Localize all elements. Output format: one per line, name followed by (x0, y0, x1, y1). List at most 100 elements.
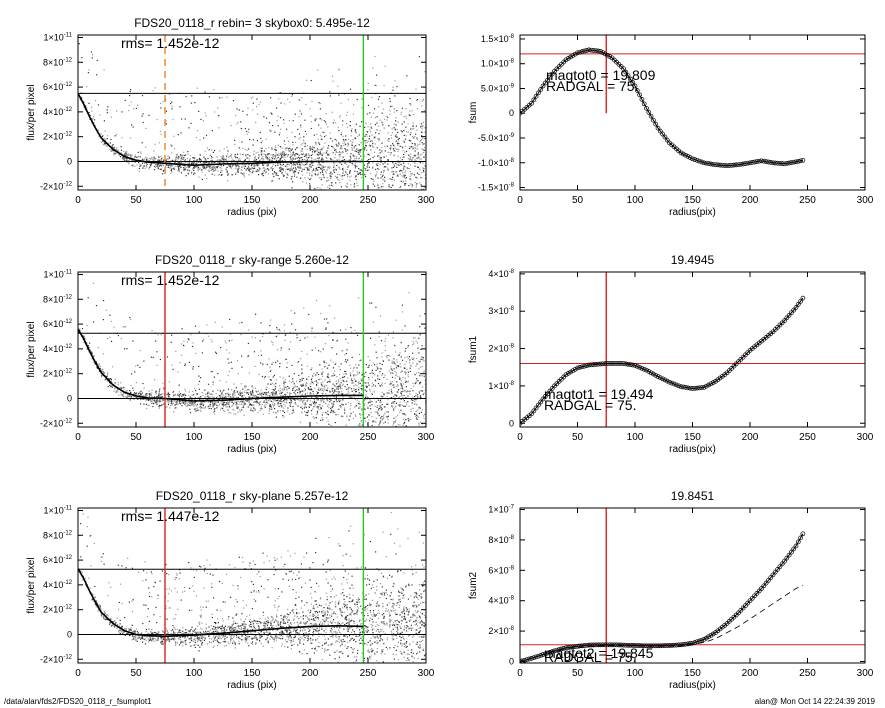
x-tick-label: 150 (684, 195, 701, 206)
y-axis-label: flux/per pixel (26, 84, 37, 140)
y-tick-label: 2×10-12 (43, 132, 73, 142)
x-tick-label: 50 (130, 668, 142, 679)
y-tick-label: 8×10-8 (488, 535, 514, 545)
profile-line (78, 92, 364, 167)
annotation-1: RADGAL = 75. (546, 78, 638, 94)
x-tick-label: 250 (360, 195, 377, 206)
x-tick-label: 200 (742, 668, 759, 679)
y-tick-label: 5.0×10-9 (481, 83, 515, 93)
x-tick-label: 0 (517, 432, 523, 443)
x-tick-label: 300 (418, 668, 435, 679)
chart-title: 19.4945 (671, 253, 715, 267)
x-tick-label: 150 (684, 668, 701, 679)
y-tick-label: 1×10-11 (43, 269, 72, 279)
x-tick-label: 100 (627, 668, 644, 679)
y-tick-label: 2×10-12 (43, 369, 73, 379)
x-axis-label: radius(pix) (669, 444, 716, 455)
rms-annotation: rms= 1.452e-12 (121, 272, 220, 288)
annotation-0: magtot0 = 19.809 (546, 67, 656, 83)
axes-frame (77, 271, 427, 428)
x-tick-label: 0 (75, 668, 81, 679)
x-tick-label: 50 (572, 195, 584, 206)
plot-area (520, 272, 865, 427)
x-tick-label: 200 (302, 668, 319, 679)
plot-area (520, 508, 865, 663)
chart-profile1: 0 50 100 150 200 250 300-2×10-1202×10-124×10-1… (26, 16, 435, 218)
series-line (520, 533, 804, 662)
x-tick-label: 200 (302, 195, 319, 206)
x-tick-label: 100 (186, 668, 203, 679)
x-tick-label: 250 (799, 195, 816, 206)
y-tick-label: 0 (509, 656, 514, 666)
x-tick-label: 150 (684, 432, 701, 443)
y-tick-label: 0 (509, 108, 514, 118)
x-tick-label: 200 (742, 195, 759, 206)
y-tick-label: 6×10-12 (43, 82, 73, 92)
y-tick-label: -2×10-12 (40, 418, 73, 428)
annotation-0: magtot1 = 19.494 (544, 386, 654, 402)
y-tick-label: 0 (67, 629, 72, 639)
annotation-1: RADGAL = 75. (544, 649, 636, 665)
plot-area (78, 508, 426, 663)
rms-annotation: rms= 1.447e-12 (121, 508, 220, 524)
chart-title: FDS20_0118_r sky-plane 5.257e-12 (156, 489, 349, 503)
y-tick-label: 6×10-12 (43, 555, 73, 565)
footer-path: /data/alan/fds2/FDS20_0118_r_fsumplot1 (4, 697, 152, 706)
y-tick-label: 1.5×10-8 (481, 34, 515, 44)
axes-frame (519, 507, 866, 664)
rms-annotation: rms= 1.452e-12 (121, 35, 220, 51)
x-axis-label: radius(pix) (669, 680, 716, 691)
y-tick-label: 4×10-12 (43, 107, 73, 117)
x-tick-label: 0 (517, 195, 523, 206)
y-tick-label: 1×10-11 (43, 32, 72, 42)
y-tick-label: 8×10-12 (43, 530, 73, 540)
x-tick-label: 100 (627, 195, 644, 206)
y-axis-label: fsum2 (468, 571, 479, 599)
series-markers (520, 531, 806, 663)
x-tick-label: 0 (75, 432, 81, 443)
chart-title: 19.8451 (671, 489, 715, 503)
chart-profile2: 0 50 100 150 200 250 300-2×10-1202×10-124×10-1… (26, 253, 435, 455)
chart-profile3: 0 50 100 150 200 250 300-2×10-1202×10-124×10-1… (26, 489, 435, 691)
y-tick-label: -5.0×10-9 (478, 133, 515, 143)
y-tick-label: 0 (509, 418, 514, 428)
x-tick-label: 250 (799, 432, 816, 443)
x-tick-label: 100 (627, 432, 644, 443)
y-tick-label: 2×10-12 (43, 605, 73, 615)
y-tick-label: 4×10-8 (488, 596, 514, 606)
y-tick-label: 8×10-12 (43, 294, 73, 304)
x-tick-label: 150 (244, 432, 261, 443)
x-tick-label: 50 (130, 432, 142, 443)
x-tick-label: 100 (186, 195, 203, 206)
y-tick-label: 4×10-12 (43, 344, 73, 354)
x-axis-label: radius(pix) (669, 207, 716, 218)
series-markers (520, 47, 806, 169)
annotation-0: magtot2 = 19.845 (544, 645, 654, 661)
y-axis-label: fsum (468, 102, 479, 124)
x-tick-label: 300 (857, 432, 874, 443)
chart-title: FDS20_0118_r rebin= 3 skybox0: 5.495e-12 (134, 16, 370, 30)
y-tick-label: 1×10-7 (488, 505, 514, 515)
x-tick-label: 50 (572, 432, 584, 443)
x-tick-label: 200 (742, 432, 759, 443)
x-tick-label: 100 (186, 432, 203, 443)
series-markers (520, 295, 806, 426)
plot-area (520, 35, 865, 169)
x-tick-label: 50 (572, 668, 584, 679)
x-axis-label: radius (pix) (227, 207, 276, 218)
y-tick-label: 1.0×10-8 (481, 59, 515, 69)
y-tick-label: 6×10-8 (488, 565, 514, 575)
chart-title: FDS20_0118_r sky-range 5.260e-12 (155, 253, 349, 267)
y-tick-label: 1×10-8 (488, 381, 514, 391)
series-line (520, 297, 804, 424)
x-tick-label: 200 (302, 432, 319, 443)
x-tick-label: 50 (130, 195, 142, 206)
annotation-1: RADGAL = 75. (544, 397, 636, 413)
x-tick-label: 300 (418, 432, 435, 443)
y-tick-label: 2×10-8 (488, 344, 514, 354)
profile-line (78, 568, 364, 638)
y-tick-label: 0 (67, 393, 72, 403)
y-axis-label: fsum1 (468, 335, 479, 363)
axes-frame (77, 507, 427, 664)
